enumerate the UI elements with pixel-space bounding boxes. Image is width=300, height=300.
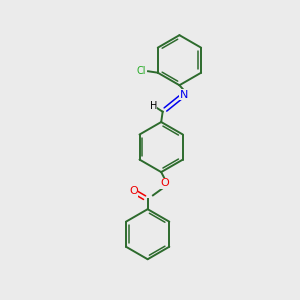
Text: N: N — [180, 90, 188, 100]
Text: H: H — [150, 101, 157, 111]
Text: O: O — [160, 178, 169, 188]
Text: Cl: Cl — [137, 66, 146, 76]
Text: O: O — [129, 186, 138, 196]
